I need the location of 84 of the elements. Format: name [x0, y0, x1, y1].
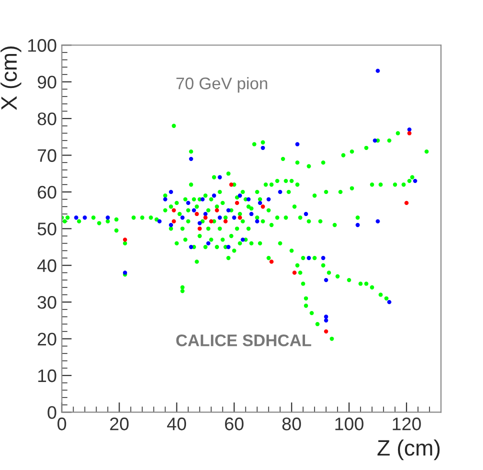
y-tick-label: 60 [38, 186, 56, 199]
point [189, 244, 194, 250]
point [356, 222, 360, 228]
point [255, 219, 260, 224]
point [163, 197, 168, 202]
point [186, 200, 190, 206]
point [206, 241, 210, 246]
point [321, 256, 326, 260]
point [278, 190, 282, 194]
point [189, 156, 194, 161]
point [249, 212, 254, 216]
point [324, 278, 328, 282]
point [212, 194, 216, 198]
point [203, 216, 208, 220]
point [413, 178, 418, 184]
x-tick-label: 0 [58, 418, 66, 430]
x-tick-label: 40 [167, 418, 186, 430]
point [180, 216, 185, 220]
y-tick-label: 80 [38, 112, 56, 126]
y-tick-label: 40 [37, 259, 56, 272]
point [226, 244, 231, 250]
point [198, 226, 202, 231]
point [246, 197, 251, 202]
point [209, 219, 214, 224]
point [407, 131, 412, 136]
point [260, 146, 265, 150]
point [295, 142, 300, 146]
point [172, 219, 176, 224]
x-tick-label: 120 [392, 418, 421, 430]
y-tick-label: 20 [38, 332, 56, 346]
y-tick-label: 0 [48, 406, 56, 419]
point [218, 216, 222, 220]
point [238, 194, 242, 198]
point [192, 208, 196, 212]
annotation: 70 GeV pion [176, 77, 268, 93]
point [404, 200, 409, 206]
point [324, 314, 328, 319]
point [74, 216, 78, 220]
x-tick-label: 20 [110, 418, 129, 430]
point [226, 208, 231, 212]
point [232, 216, 236, 220]
y-tick-label: 70 [38, 149, 56, 162]
point [82, 216, 87, 220]
y-tick-label: 90 [38, 76, 56, 89]
point [324, 318, 328, 323]
point [304, 212, 308, 216]
y-tick-label: 50 [38, 222, 56, 236]
point [306, 256, 311, 260]
x-tick-label: 60 [225, 418, 244, 430]
x-axis-title: Z (cm) [378, 439, 440, 460]
point [122, 238, 128, 242]
y-tick-label: 10 [38, 369, 56, 382]
point [376, 219, 380, 224]
point [260, 204, 265, 209]
point [229, 182, 234, 187]
point [407, 127, 412, 132]
point [258, 200, 262, 206]
point [324, 329, 328, 334]
point [234, 200, 240, 206]
point [218, 175, 222, 180]
point [376, 68, 380, 73]
point [266, 197, 271, 202]
point [168, 222, 174, 228]
point [238, 216, 242, 220]
annotation: CALICE SDHCAL [176, 334, 312, 346]
x-tick-label: 80 [282, 418, 301, 430]
point [372, 138, 377, 143]
y-axis-title: X (cm) [0, 46, 22, 110]
point [106, 216, 110, 220]
x-tick-label: 100 [335, 418, 364, 430]
point [269, 260, 274, 264]
point [198, 221, 202, 226]
y-tick-label: 100 [28, 39, 56, 52]
point [168, 190, 174, 194]
point [214, 208, 220, 212]
point [194, 212, 199, 216]
point [172, 208, 176, 212]
point [292, 270, 297, 275]
point [223, 219, 228, 224]
point [157, 219, 162, 224]
point [387, 300, 392, 304]
y-tick-label: 30 [38, 296, 56, 309]
point [200, 197, 205, 202]
point [240, 238, 245, 242]
